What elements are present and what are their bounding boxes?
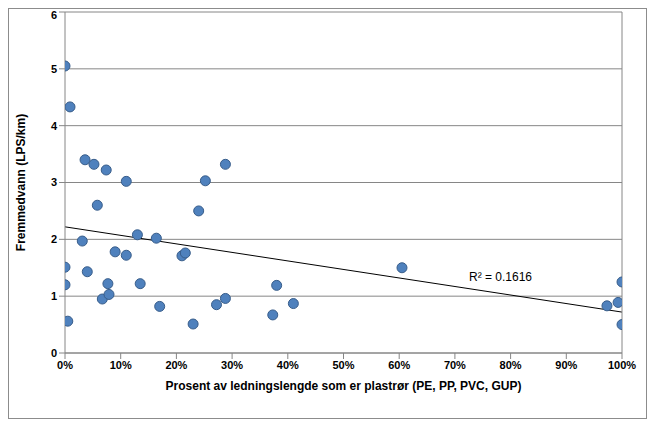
svg-text:0: 0 (51, 347, 57, 359)
svg-text:3: 3 (51, 176, 57, 188)
svg-text:20%: 20% (165, 359, 187, 371)
svg-text:90%: 90% (555, 359, 577, 371)
svg-text:0%: 0% (57, 359, 73, 371)
svg-text:4: 4 (51, 120, 58, 132)
html-text:R² = 0.1616: R² = 0.1616 (469, 270, 532, 284)
svg-text:50%: 50% (332, 359, 354, 371)
svg-text:30%: 30% (221, 359, 243, 371)
svg-text:5: 5 (51, 63, 57, 75)
svg-text:10%: 10% (110, 359, 132, 371)
svg-text:60%: 60% (388, 359, 410, 371)
svg-text:100%: 100% (608, 359, 636, 371)
svg-text:40%: 40% (277, 359, 299, 371)
svg-text:2: 2 (51, 233, 57, 245)
svg-text:Fremmedvann (LPS/km): Fremmedvann (LPS/km) (14, 114, 28, 251)
svg-text:Prosent av ledningslengde som: Prosent av ledningslengde som er plastrø… (166, 379, 522, 393)
svg-text:6: 6 (51, 9, 57, 21)
svg-text:1: 1 (51, 290, 57, 302)
svg-text:70%: 70% (444, 359, 466, 371)
svg-text:80%: 80% (500, 359, 522, 371)
